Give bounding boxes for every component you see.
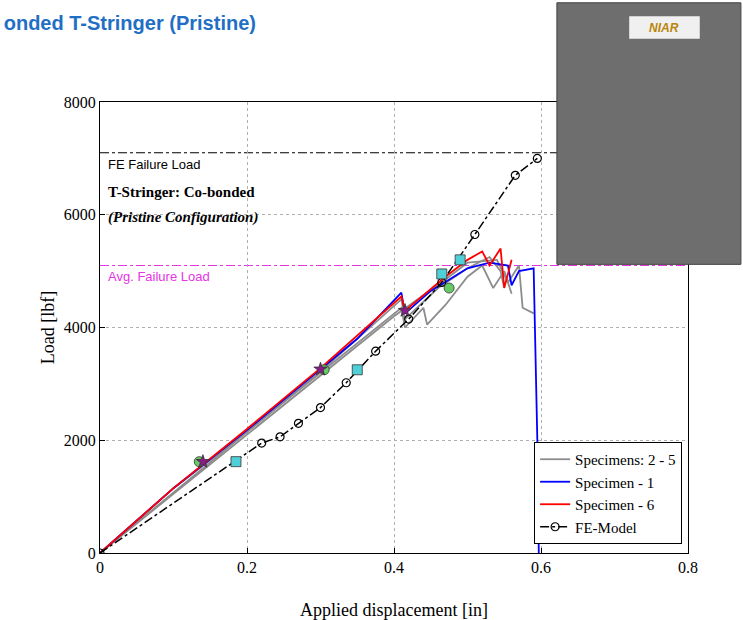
svg-text:0.2: 0.2 bbox=[237, 559, 257, 576]
svg-text:0.4: 0.4 bbox=[384, 559, 404, 576]
svg-text:6000: 6000 bbox=[64, 206, 96, 223]
svg-text:Specimen - 6: Specimen - 6 bbox=[575, 497, 655, 513]
svg-text:2000: 2000 bbox=[64, 432, 96, 449]
svg-text:Applied displacement [in]: Applied displacement [in] bbox=[300, 600, 488, 620]
svg-text:T-Stringer: Co-bonded: T-Stringer: Co-bonded bbox=[108, 184, 255, 200]
svg-text:Avg. Failure Load: Avg. Failure Load bbox=[108, 269, 210, 284]
svg-text:0: 0 bbox=[88, 545, 96, 562]
svg-text:0.8: 0.8 bbox=[678, 559, 698, 576]
svg-text:onded T-Stringer (Pristine): onded T-Stringer (Pristine) bbox=[4, 12, 256, 34]
svg-text:4000: 4000 bbox=[64, 319, 96, 336]
svg-text:0: 0 bbox=[96, 559, 104, 576]
svg-text:0.6: 0.6 bbox=[531, 559, 551, 576]
svg-text:NIAR: NIAR bbox=[649, 21, 679, 35]
svg-text:Specimens: 2 - 5: Specimens: 2 - 5 bbox=[575, 452, 675, 468]
svg-text:(Pristine Configuration): (Pristine Configuration) bbox=[108, 209, 258, 226]
svg-text:FE-Model: FE-Model bbox=[575, 520, 637, 536]
svg-text:Specimen - 1: Specimen - 1 bbox=[575, 475, 654, 491]
svg-text:FE Failure Load: FE Failure Load bbox=[108, 157, 201, 172]
svg-text:Load [lbf]: Load [lbf] bbox=[38, 291, 58, 364]
svg-text:8000: 8000 bbox=[64, 94, 96, 111]
